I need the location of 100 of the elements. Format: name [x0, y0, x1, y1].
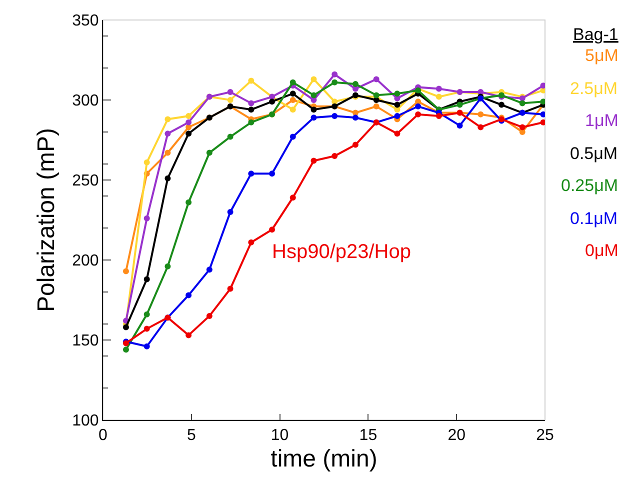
point	[290, 79, 296, 86]
point	[269, 170, 276, 177]
text: 0.5μM	[570, 144, 618, 163]
point	[373, 76, 380, 82]
series-label: 2.5μM	[570, 79, 618, 98]
text: 1μM	[585, 111, 618, 130]
point	[456, 102, 463, 108]
x-tick-label: 0	[98, 427, 108, 444]
point	[290, 106, 296, 113]
point	[186, 199, 192, 206]
point	[332, 79, 338, 86]
point	[227, 286, 234, 292]
y-tick-label: 200	[72, 252, 99, 270]
y-tick-label: 150	[72, 332, 99, 350]
text: 0.25μM	[561, 176, 618, 195]
point	[248, 106, 254, 113]
point	[144, 159, 150, 166]
point	[122, 346, 129, 353]
point	[144, 311, 150, 318]
point	[290, 134, 296, 140]
point	[540, 82, 545, 89]
point	[164, 116, 171, 122]
point	[394, 90, 400, 97]
point	[394, 102, 400, 108]
point	[290, 90, 296, 97]
point	[352, 114, 358, 121]
point	[206, 150, 212, 156]
point	[290, 97, 296, 103]
point	[332, 153, 338, 159]
point	[164, 263, 171, 270]
point	[144, 326, 150, 332]
point	[352, 142, 358, 148]
point	[498, 102, 505, 108]
point	[373, 103, 380, 110]
point	[269, 98, 276, 105]
point	[436, 94, 442, 100]
point	[227, 89, 234, 95]
point	[269, 226, 276, 233]
point	[122, 268, 129, 274]
point	[227, 209, 234, 215]
x-axis-title: time (min)	[270, 446, 378, 472]
point	[436, 86, 442, 92]
point	[248, 239, 254, 246]
point	[206, 313, 212, 319]
point	[186, 119, 192, 126]
point	[352, 81, 358, 87]
point	[186, 332, 192, 338]
point	[186, 113, 192, 119]
annotation: Hsp90/p23/Hop	[272, 241, 411, 263]
point	[206, 266, 212, 273]
point	[248, 119, 254, 126]
point	[310, 158, 317, 164]
point	[540, 111, 545, 118]
point	[478, 124, 484, 130]
point	[144, 215, 150, 222]
point	[332, 113, 338, 119]
y-tick-label: 250	[72, 172, 99, 190]
point	[436, 113, 442, 119]
point	[519, 100, 526, 106]
point	[332, 71, 338, 78]
point	[310, 114, 317, 121]
point	[227, 134, 234, 140]
point	[186, 130, 192, 137]
y-tick-label: 300	[72, 92, 99, 110]
text: 5μM	[585, 46, 618, 65]
y-tick-label: 350	[72, 12, 99, 30]
point	[164, 175, 171, 182]
point	[394, 113, 400, 119]
x-tick-label: 15	[359, 427, 378, 444]
x-tick-label: 25	[536, 427, 554, 444]
point	[248, 100, 254, 106]
point	[186, 292, 192, 298]
point	[540, 98, 545, 105]
text: 0μM	[585, 241, 618, 260]
x-tick-label: 10	[270, 427, 289, 444]
x-tick-label: 20	[448, 427, 466, 444]
point	[478, 111, 484, 118]
x-tick-label: 5	[186, 427, 196, 444]
point	[540, 119, 545, 126]
point	[310, 106, 317, 113]
point	[248, 170, 254, 177]
point	[144, 343, 150, 350]
point	[394, 130, 400, 137]
point	[227, 97, 234, 103]
point	[122, 324, 129, 330]
y-axis-title: Polarization (mP)	[33, 128, 60, 312]
point	[290, 194, 296, 201]
legend-title: Bag-1	[573, 25, 618, 44]
point	[415, 103, 422, 110]
point	[310, 92, 317, 98]
point	[248, 78, 254, 84]
text: 0.1μM	[570, 209, 618, 228]
point	[519, 124, 526, 130]
point	[164, 150, 171, 156]
point	[456, 122, 463, 129]
point	[144, 276, 150, 282]
point	[164, 130, 171, 137]
y-tick-label: 100	[72, 412, 99, 430]
point	[310, 76, 317, 82]
point	[415, 111, 422, 118]
